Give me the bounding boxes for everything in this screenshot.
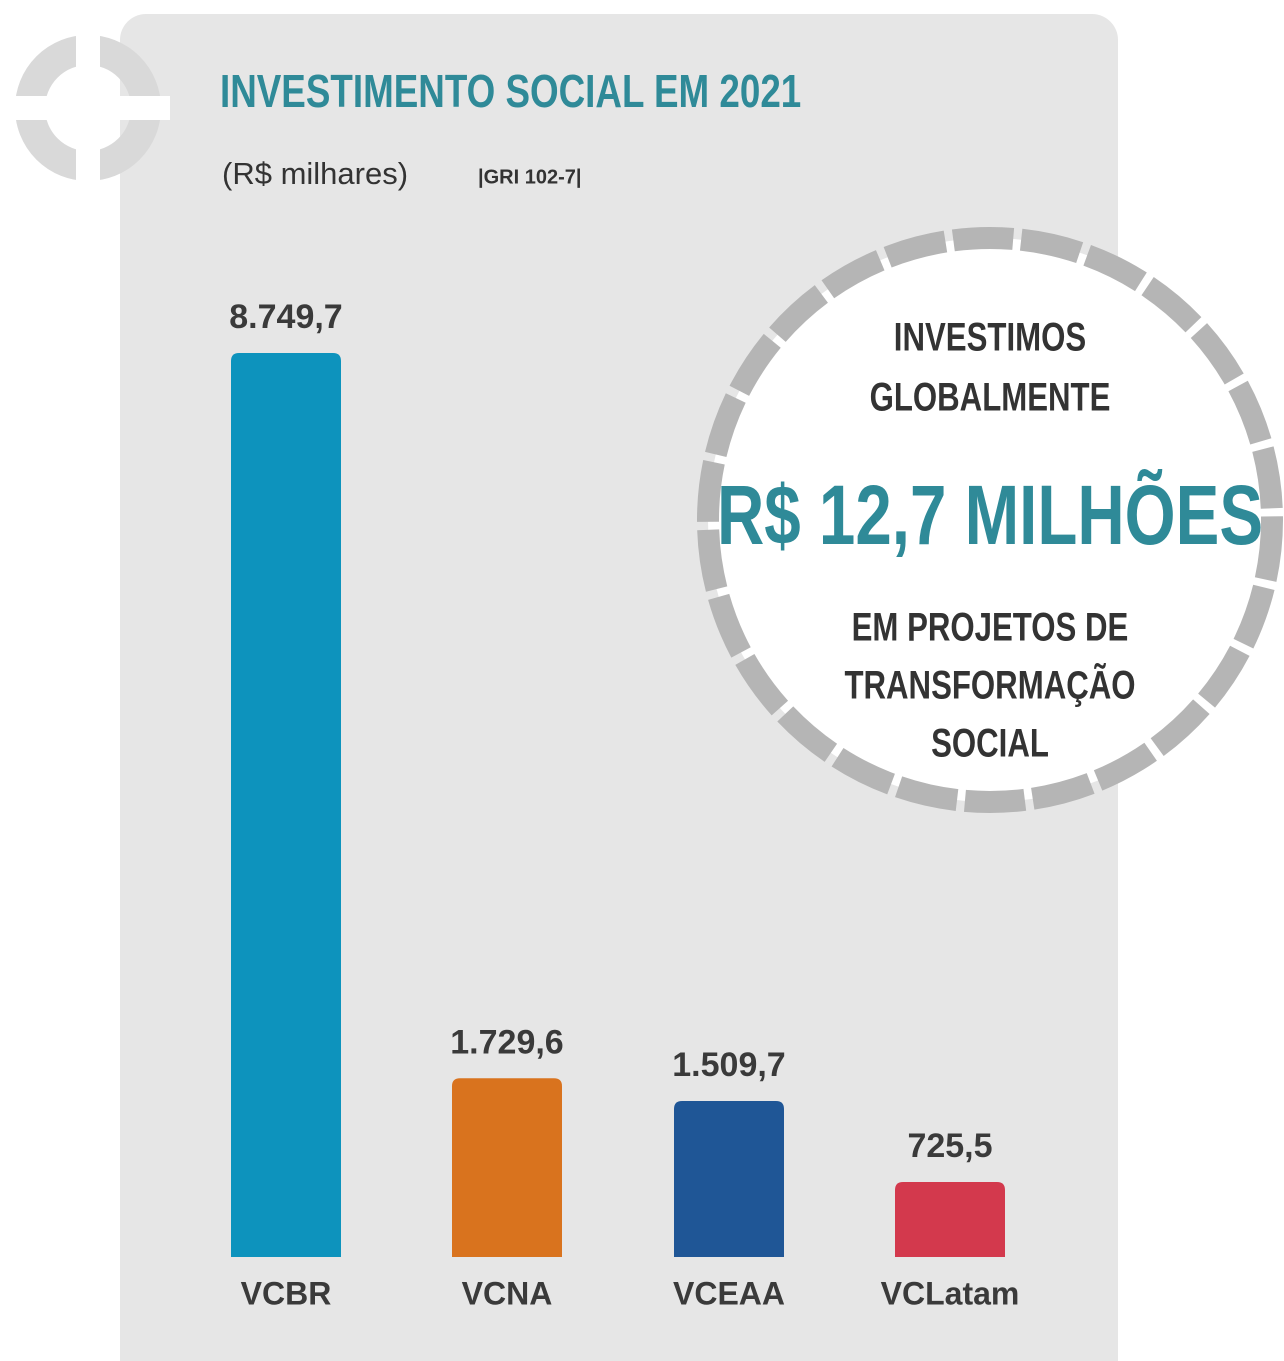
callout-text: EM PROJETOS DE bbox=[852, 605, 1129, 650]
bar bbox=[895, 1182, 1005, 1257]
callout-highlight: R$ 12,7 MILHÕES bbox=[717, 468, 1263, 562]
decor-ring bbox=[10, 20, 170, 200]
x-tick-label: VCNA bbox=[462, 1275, 553, 1311]
value-label: 8.749,7 bbox=[229, 298, 342, 336]
bar bbox=[674, 1101, 784, 1257]
value-label: 1.509,7 bbox=[672, 1046, 785, 1084]
x-tick-label: VCLatam bbox=[881, 1275, 1020, 1311]
callout-text: INVESTIMOS bbox=[894, 315, 1086, 360]
x-tick-label: VCEAA bbox=[673, 1275, 785, 1311]
value-label: 1.729,6 bbox=[450, 1023, 563, 1061]
bar bbox=[452, 1078, 562, 1257]
chart-subtitle: (R$ milhares) bbox=[222, 156, 408, 191]
value-label: 725,5 bbox=[907, 1127, 992, 1165]
callout bbox=[697, 227, 1283, 813]
callout-text: GLOBALMENTE bbox=[870, 375, 1111, 420]
callout-ring bbox=[697, 227, 1283, 813]
chart-title: INVESTIMENTO SOCIAL EM 2021 bbox=[220, 65, 801, 117]
bar bbox=[231, 353, 341, 1257]
callout-text: TRANSFORMAÇÃO bbox=[844, 663, 1135, 708]
x-tick-label: VCBR bbox=[241, 1275, 332, 1311]
callout-text: SOCIAL bbox=[931, 721, 1049, 766]
reference: |GRI 102-7| bbox=[478, 166, 581, 188]
